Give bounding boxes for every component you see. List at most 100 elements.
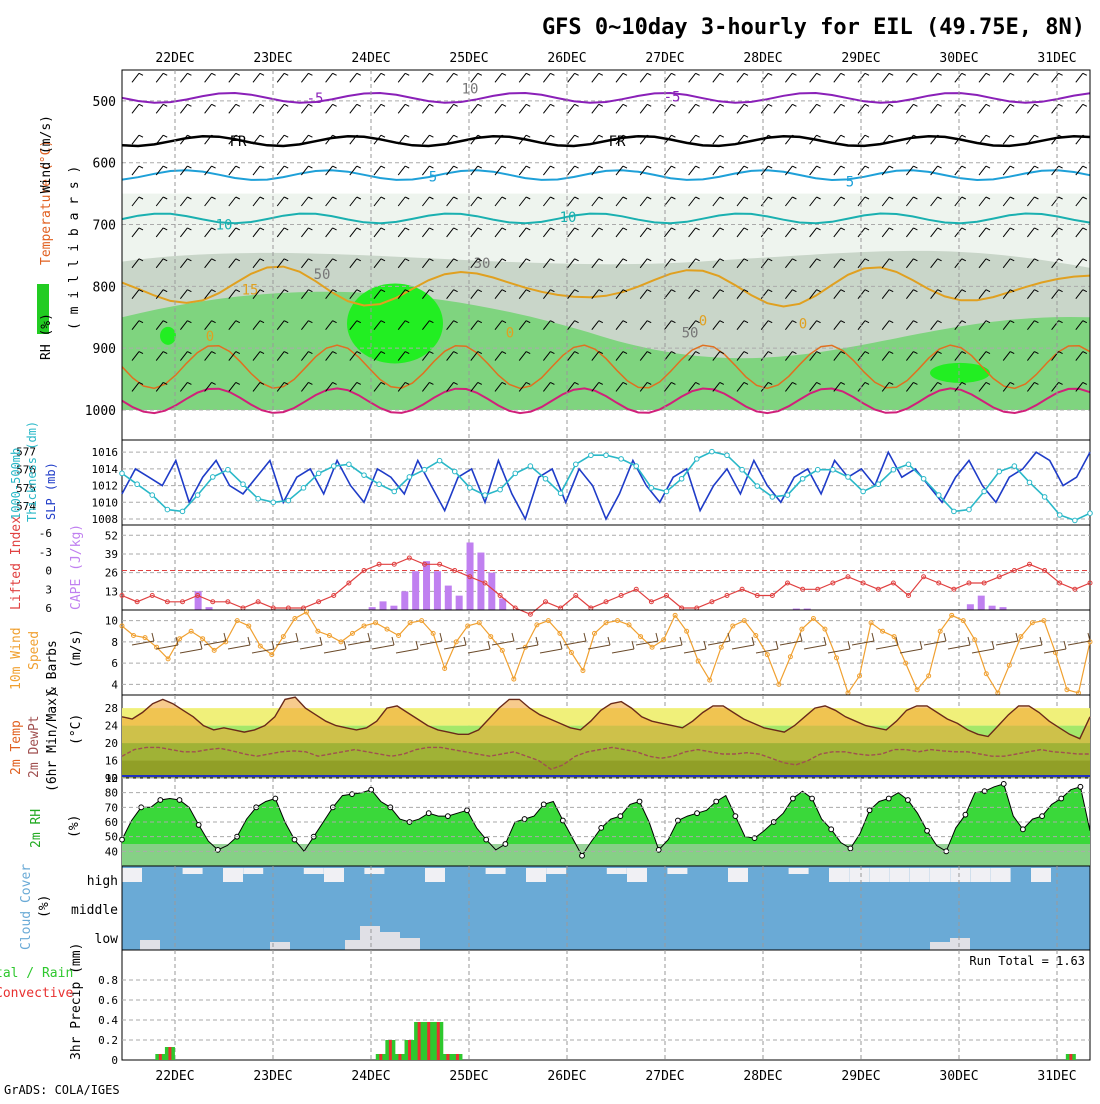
rh-point (1000, 780, 1007, 787)
wind-speed-point (211, 647, 217, 653)
surface-wind-barb-flag (367, 632, 371, 642)
wind-barb (1051, 289, 1059, 300)
surface-wind-barb (275, 640, 299, 646)
wind-barb (954, 382, 963, 392)
rh-point (962, 811, 969, 818)
surface-wind-barb (851, 640, 875, 646)
wind-speed-point (822, 626, 828, 632)
surface-wind-barb (995, 640, 1019, 646)
below-surface-mask (122, 410, 1090, 440)
li-point (1027, 561, 1032, 567)
wind-speed-point (718, 644, 724, 650)
wind-barb (1002, 103, 1011, 114)
thickness-point (1011, 463, 1018, 469)
wind-barb (228, 289, 237, 300)
wind-barb (639, 134, 648, 145)
convective-bar (398, 1054, 402, 1060)
wind-barb (639, 196, 648, 207)
wind-speed-point (672, 612, 678, 618)
wind-barb-flag (404, 196, 410, 200)
wind-barb (252, 382, 261, 392)
wind-barb (252, 103, 261, 114)
wind-barb-flag (283, 134, 289, 138)
li-point (618, 593, 624, 598)
wind-barb (131, 134, 140, 145)
wind-barb-flag (622, 72, 628, 76)
wind-barb (180, 351, 188, 361)
wind-barb-flag (913, 227, 918, 231)
wind-barb (276, 320, 285, 330)
wind-barb (785, 103, 793, 114)
wind-barb (785, 382, 793, 392)
surface-wind-barb (659, 644, 683, 650)
wind-barb-flag (1058, 258, 1063, 262)
wind-barb (1002, 196, 1011, 207)
wind-barb (446, 196, 454, 207)
cloud-high-block (1031, 868, 1051, 882)
rh-tick-label: 40 (105, 845, 118, 858)
wind-barb (591, 320, 600, 330)
wind-barb (301, 196, 309, 207)
li-point (195, 593, 201, 598)
wind-barb-flag (283, 320, 289, 324)
li-point (119, 593, 125, 598)
wind-barb-flag (671, 196, 676, 200)
li-line (121, 557, 1091, 615)
wind-barb (833, 382, 842, 392)
wind-barb (252, 73, 261, 83)
convective-bar (379, 1054, 383, 1060)
cape-tick-label: 26 (105, 567, 118, 580)
wind-barb-flag (356, 165, 362, 169)
wind-barb (712, 382, 721, 392)
wind-barb (301, 165, 309, 176)
wind-barb (881, 258, 890, 269)
wind-barb-flag (162, 103, 168, 107)
surface-wind-barb (635, 640, 659, 646)
wind-barb-flag (1082, 227, 1088, 231)
wind-barb (688, 382, 696, 392)
wind-barb-flag (671, 72, 676, 76)
wind-barb-flag (622, 103, 628, 107)
wind-speed-point (949, 612, 955, 618)
wind-barb-flag (767, 134, 773, 138)
wind-barb (397, 73, 406, 83)
wind-barb-flag (138, 134, 144, 138)
wind-barb (591, 165, 600, 176)
wind-barb (543, 227, 551, 238)
wind-barb-flag (356, 258, 362, 262)
li-point (845, 574, 851, 580)
li-point (800, 586, 806, 592)
wind-barb (397, 351, 406, 361)
wind-barb (930, 351, 938, 361)
wind-barb (930, 73, 938, 83)
surface-wind-barb-flag (199, 640, 203, 650)
cloud-high-block (889, 868, 910, 882)
wind-barb (301, 227, 309, 238)
wind-barb-flag (162, 72, 168, 76)
wind-barb-flag (888, 258, 894, 262)
wind-barb-flag (550, 165, 555, 169)
wind-barb (906, 227, 914, 238)
contour-label: -5 (307, 91, 324, 107)
wind-barb-flag (187, 72, 192, 76)
thickness-point (225, 466, 231, 473)
wind-barb-flag (187, 165, 192, 169)
wind-barb-flag (1058, 165, 1063, 169)
bottom-x-tick-label: 31DEC (1037, 1069, 1076, 1084)
wind-speed-point (857, 673, 863, 679)
surface-wind-barb-flag (1087, 632, 1091, 642)
series-line-slp (121, 450, 1091, 522)
wind-barb-flag (404, 134, 410, 138)
wind-barb (422, 196, 430, 207)
wind-speed-point (568, 650, 574, 655)
wind-barb-flag (719, 72, 725, 76)
thickness-point (209, 474, 216, 480)
wind-barb (397, 165, 406, 176)
wind-barb (785, 227, 793, 238)
wind-barb-flag (985, 196, 991, 200)
rh-tick-label: 80 (105, 787, 118, 800)
wind-barb-flag (525, 320, 531, 324)
wind-barb (688, 73, 696, 83)
wind-barb (930, 165, 938, 176)
wind-barb-flag (622, 320, 628, 324)
